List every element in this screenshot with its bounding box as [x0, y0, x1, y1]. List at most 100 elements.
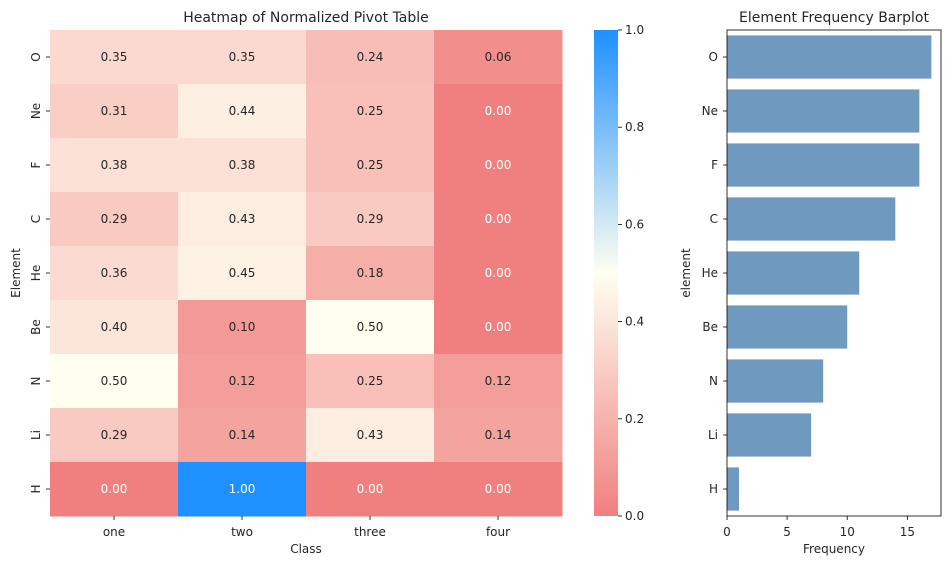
colorbar-tick-label: 0.4	[625, 315, 644, 329]
heatmap-cell-label: 0.00	[101, 482, 128, 496]
heatmap-x-tick-label: one	[103, 525, 125, 539]
barplot-x-ticks: 0 5 10 15	[723, 516, 915, 539]
barplot-y-tick-label: C	[710, 212, 718, 226]
barplot-y-tick-label: F	[711, 158, 718, 172]
colorbar-tick-label: 0.0	[625, 509, 644, 523]
heatmap-y-tick-label: F	[29, 161, 43, 168]
heatmap-cell	[178, 30, 307, 85]
heatmap-cell	[434, 192, 563, 247]
colorbar-gradient	[594, 30, 618, 516]
barplot-x-tick-label: 15	[900, 525, 915, 539]
heatmap-cell-label: 0.38	[229, 158, 256, 172]
heatmap-cell	[50, 84, 179, 139]
heatmap-cell	[434, 30, 563, 85]
bar	[727, 467, 740, 511]
heatmap-cell-label: 0.14	[485, 428, 512, 442]
heatmap-cell	[50, 192, 179, 247]
heatmap-cell	[306, 408, 435, 463]
heatmap-cell	[306, 300, 435, 355]
bar	[727, 413, 812, 457]
heatmap-cell	[434, 408, 563, 463]
heatmap-cell-label: 0.00	[485, 482, 512, 496]
colorbar-tick-label: 0.8	[625, 120, 644, 134]
heatmap-cell	[50, 30, 179, 85]
heatmap-cell-label: 0.12	[229, 374, 256, 388]
barplot-y-tick-label: He	[702, 266, 718, 280]
bar	[727, 35, 932, 79]
barplot-bars	[727, 35, 932, 511]
barplot-y-tick-label: Be	[702, 320, 718, 334]
heatmap-y-tick-label: Li	[29, 430, 43, 440]
heatmap-cell-label: 0.38	[101, 158, 128, 172]
heatmap-y-tick-label: C	[29, 215, 43, 223]
barplot-x-label: Frequency	[803, 542, 865, 556]
heatmap-cell-label: 0.24	[357, 50, 384, 64]
heatmap-x-tick-label: three	[354, 525, 386, 539]
bar	[727, 359, 824, 403]
colorbar-ticks: 0.0 0.2 0.4 0.6 0.8 1.0	[618, 23, 644, 523]
heatmap-cell	[434, 300, 563, 355]
heatmap-cell	[178, 300, 307, 355]
heatmap-cell-label: 0.40	[101, 320, 128, 334]
heatmap-cell-label: 0.29	[357, 212, 384, 226]
heatmap-cell-label: 0.25	[357, 374, 384, 388]
heatmap-cell	[434, 462, 563, 517]
colorbar-tick-label: 0.6	[625, 217, 644, 231]
heatmap-cell-label: 0.43	[357, 428, 384, 442]
heatmap-cell-label: 0.50	[101, 374, 128, 388]
heatmap-cell-label: 0.00	[485, 158, 512, 172]
heatmap-cell-label: 0.50	[357, 320, 384, 334]
heatmap-cell-label: 0.25	[357, 104, 384, 118]
barplot-title: Element Frequency Barplot	[739, 10, 929, 26]
heatmap-cell	[178, 192, 307, 247]
heatmap-cell	[178, 138, 307, 193]
heatmap-cells: 0.35 0.35 0.24 0.06 0.31 0.44 0.25 0.00 0.38 0.38…	[50, 30, 563, 517]
heatmap-cell	[434, 138, 563, 193]
barplot-x-tick-label: 5	[783, 525, 791, 539]
heatmap-cell	[306, 192, 435, 247]
bar	[727, 143, 920, 187]
heatmap-cell-label: 0.00	[485, 320, 512, 334]
heatmap-y-ticks: O Ne F C He Be N Li H	[29, 52, 50, 494]
barplot-y-tick-label: O	[709, 50, 718, 64]
heatmap-cell	[50, 354, 179, 409]
bar	[727, 197, 896, 241]
heatmap-cell	[306, 354, 435, 409]
heatmap-y-label: Element	[9, 248, 23, 298]
heatmap-cell-label: 0.45	[229, 266, 256, 280]
heatmap-cell-label: 0.06	[485, 50, 512, 64]
heatmap-cell-label: 0.44	[229, 104, 256, 118]
heatmap-cell-label: 0.18	[357, 266, 384, 280]
heatmap-cell	[178, 408, 307, 463]
heatmap-cell-label: 0.29	[101, 212, 128, 226]
heatmap-cell-label: 0.00	[485, 104, 512, 118]
barplot-y-tick-label: H	[709, 482, 718, 496]
heatmap-y-tick-label: Be	[29, 319, 43, 335]
heatmap-x-ticks: one two three four	[103, 516, 510, 539]
heatmap-cell	[306, 462, 435, 517]
heatmap-cell	[178, 84, 307, 139]
heatmap-cell-label: 0.43	[229, 212, 256, 226]
heatmap-cell-label: 0.10	[229, 320, 256, 334]
heatmap-cell-label: 0.31	[101, 104, 128, 118]
heatmap-cell	[434, 84, 563, 139]
heatmap-y-tick-label: He	[29, 265, 43, 281]
bar	[727, 89, 920, 133]
heatmap-cell	[434, 354, 563, 409]
heatmap-cell-label: 0.35	[229, 50, 256, 64]
heatmap-cell-label: 0.00	[485, 212, 512, 226]
barplot-y-label: element	[679, 248, 693, 298]
heatmap-y-tick-label: O	[29, 52, 43, 61]
colorbar-tick-label: 0.2	[625, 412, 644, 426]
heatmap-cell	[50, 246, 179, 301]
heatmap-cell-label: 0.00	[485, 266, 512, 280]
heatmap-panel: Heatmap of Normalized Pivot Table 0.35 0.…	[9, 10, 563, 556]
heatmap-x-tick-label: two	[231, 525, 253, 539]
heatmap-cell-label: 1.00	[229, 482, 256, 496]
heatmap-cell	[50, 462, 179, 517]
heatmap-cell-label: 0.12	[485, 374, 512, 388]
heatmap-cell	[306, 30, 435, 85]
heatmap-x-tick-label: four	[486, 525, 510, 539]
